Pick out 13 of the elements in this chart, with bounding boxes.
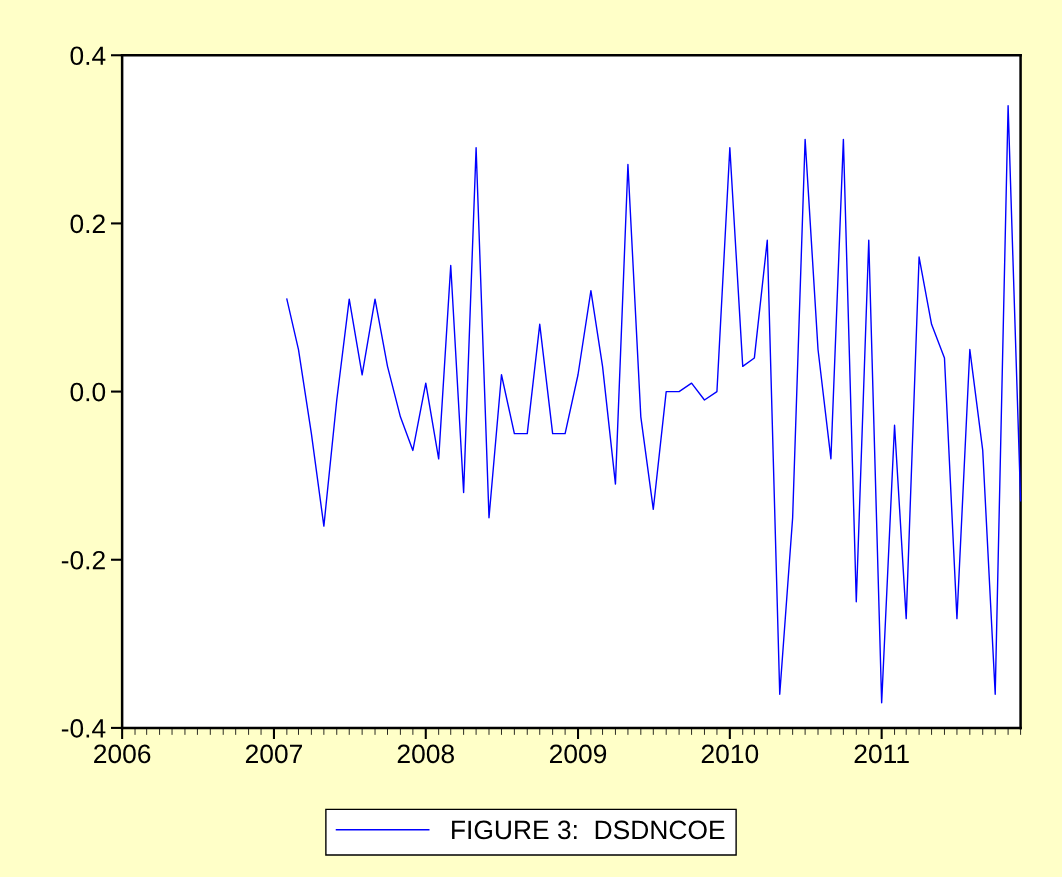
y-tick-label: 0.0 <box>70 382 106 402</box>
y-tick-label: -0.2 <box>61 550 105 570</box>
line-series <box>286 105 1022 704</box>
x-tick-label: 2009 <box>549 744 607 764</box>
x-tick-label: 2010 <box>701 744 759 764</box>
x-tick-label: 2006 <box>94 744 151 764</box>
x-tick-label: 2011 <box>854 744 909 764</box>
y-tick-label: -0.4 <box>61 719 106 738</box>
legend-label: FIGURE 3: DSDNCOE <box>452 820 725 840</box>
x-tick-label: 2008 <box>397 744 454 764</box>
y-tick-label: 0.4 <box>70 46 106 66</box>
x-tick-label: 2007 <box>245 744 302 764</box>
y-tick-label: 0.2 <box>70 214 105 234</box>
